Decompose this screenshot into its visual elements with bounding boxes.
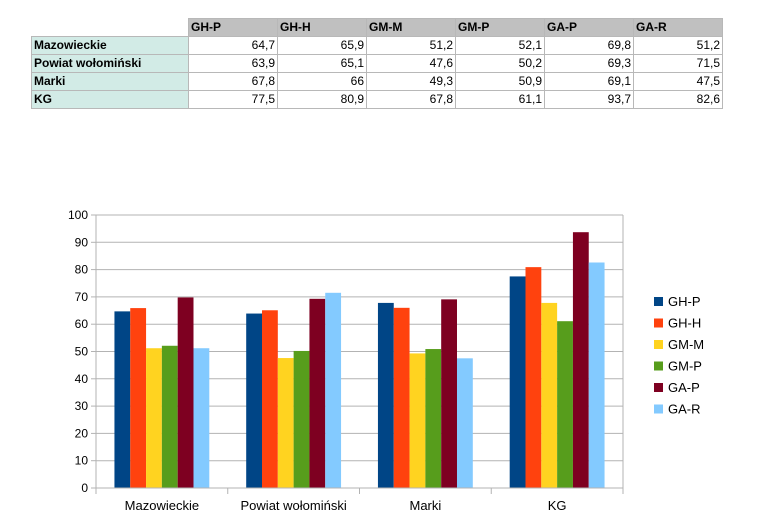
table-row: Mazowieckie 64,7 65,9 51,2 52,1 69,8 51,…: [31, 36, 723, 55]
legend-label: GA-R: [668, 402, 701, 417]
table-cell: 65,9: [277, 36, 367, 55]
bar: [409, 353, 426, 488]
legend-label: GM-M: [668, 337, 704, 352]
bar: [293, 350, 310, 488]
legend-label: GM-P: [668, 359, 702, 374]
bar: [541, 302, 558, 488]
x-tick-label: Marki: [409, 498, 441, 513]
bar: [377, 302, 394, 488]
table-row: KG 77,5 80,9 67,8 61,1 93,7 82,6: [31, 90, 723, 109]
table-cell: 77,5: [188, 90, 278, 109]
table-cell: 82,6: [633, 90, 723, 109]
y-tick-label: 20: [75, 426, 89, 440]
bar: [262, 310, 278, 488]
bar: [193, 348, 210, 488]
bar: [425, 349, 442, 488]
column-header: GM-M: [366, 18, 456, 37]
legend-swatch: [654, 361, 663, 371]
bar: [509, 276, 526, 488]
bar: [588, 262, 605, 488]
legend-label: GH-P: [668, 294, 701, 309]
table-cell: 67,8: [188, 72, 278, 91]
column-header: GA-R: [633, 18, 723, 37]
bar: [277, 358, 294, 488]
table-cell: 47,5: [633, 72, 723, 91]
bar: [177, 297, 194, 488]
legend-swatch: [654, 297, 663, 306]
y-tick-label: 80: [75, 263, 89, 277]
column-header: GM-P: [455, 18, 545, 37]
row-header: Marki: [31, 72, 189, 91]
legend-swatch: [654, 404, 663, 414]
table-cell: 61,1: [455, 90, 545, 109]
column-header: GA-P: [544, 18, 634, 37]
table-cell: 51,2: [366, 36, 456, 55]
bar: [309, 298, 326, 488]
bar: [130, 308, 147, 488]
column-header: GH-P: [188, 18, 278, 37]
table-header-row: GH-P GH-H GM-M GM-P GA-P GA-R: [31, 18, 723, 37]
bar: [146, 348, 162, 488]
y-tick-label: 50: [75, 345, 89, 359]
x-tick-label: Mazowieckie: [125, 498, 199, 513]
y-tick-label: 70: [75, 290, 89, 304]
table-cell: 51,2: [633, 36, 723, 55]
table-cell: 49,3: [366, 72, 456, 91]
x-tick-label: KG: [548, 498, 567, 513]
y-tick-label: 0: [81, 481, 88, 495]
y-tick-label: 60: [75, 317, 89, 331]
bar: [557, 321, 573, 488]
bar: [393, 307, 410, 488]
table-row: Powiat wołomiński 63,9 65,1 47,6 50,2 69…: [31, 54, 723, 73]
table-row: Marki 67,8 66 49,3 50,9 69,1 47,5: [31, 72, 723, 91]
legend-swatch: [654, 318, 663, 328]
bar: [114, 311, 131, 488]
y-tick-label: 90: [75, 235, 89, 249]
bar: [246, 313, 263, 488]
y-tick-label: 30: [75, 399, 89, 413]
table-cell: 50,2: [455, 54, 545, 73]
y-tick-label: 10: [75, 454, 89, 468]
table-cell: 47,6: [366, 54, 456, 73]
x-tick-label: Powiat wołomiński: [241, 498, 347, 513]
y-tick-label: 100: [68, 208, 88, 222]
row-header: KG: [31, 90, 189, 109]
bar: [325, 292, 342, 488]
bar: [456, 358, 473, 488]
table-cell: 69,8: [544, 36, 634, 55]
data-table: GH-P GH-H GM-M GM-P GA-P GA-R Mazowiecki…: [31, 18, 723, 109]
table-cell: 65,1: [277, 54, 367, 73]
bar: [572, 232, 589, 488]
legend-swatch: [654, 383, 663, 392]
y-tick-label: 40: [75, 372, 89, 386]
table-cell: 80,9: [277, 90, 367, 109]
table-cell: 69,3: [544, 54, 634, 73]
row-header: Mazowieckie: [31, 36, 189, 55]
table-cell: 69,1: [544, 72, 634, 91]
table-cell: 93,7: [544, 90, 634, 109]
table-cell: 52,1: [455, 36, 545, 55]
legend-swatch: [654, 340, 663, 349]
bar: [525, 267, 542, 488]
bar: [161, 345, 178, 488]
legend-label: GA-P: [668, 380, 700, 395]
table-cell: 67,8: [366, 90, 456, 109]
bar: [441, 299, 457, 488]
legend-label: GH-H: [668, 316, 701, 331]
